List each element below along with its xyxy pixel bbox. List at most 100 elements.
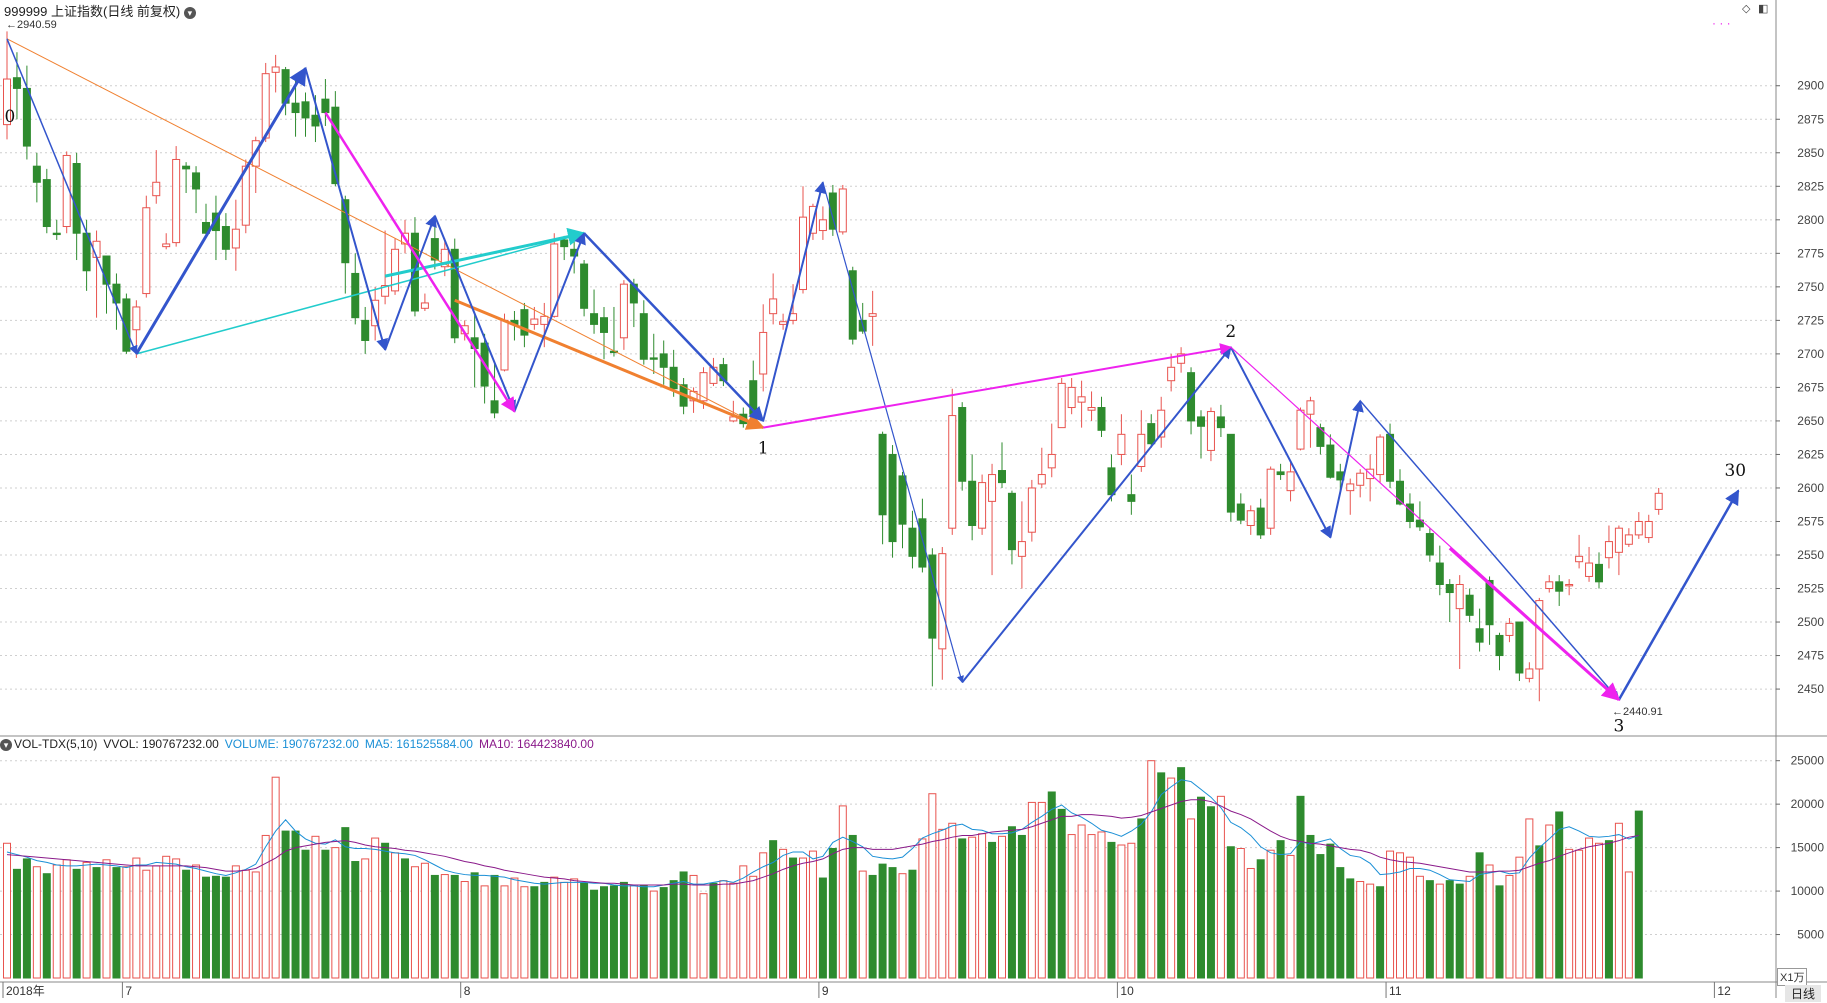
candle-body	[1445, 583, 1454, 594]
high-price-label: ←2940.59	[6, 19, 57, 31]
volume-bar	[351, 861, 360, 979]
candle-body	[122, 298, 131, 352]
volume-bar	[3, 842, 11, 979]
volume-bar	[928, 793, 937, 979]
volume-bar	[251, 871, 260, 979]
volume-bar	[1087, 834, 1096, 979]
volume-bar	[888, 867, 897, 979]
candle-body	[1585, 562, 1594, 577]
volume-bar	[609, 885, 618, 979]
wave-point-label: 2	[1225, 322, 1236, 342]
volume-bar	[1595, 842, 1603, 979]
price-tick-label: 2725	[1797, 313, 1824, 327]
volume-tick-label: 15000	[1791, 841, 1825, 855]
more-dots-icon[interactable]: · · ·	[1712, 16, 1731, 30]
candle-body	[988, 474, 997, 502]
volume-bar	[510, 877, 519, 979]
volume-bar	[1266, 849, 1275, 979]
candle-body	[1167, 366, 1176, 382]
wave-point-label: 3	[1613, 716, 1624, 736]
volume-tick-label: 25000	[1791, 754, 1825, 768]
volume-bar	[898, 873, 907, 979]
volume-bar	[759, 852, 768, 979]
candle-body	[1505, 622, 1514, 636]
volume-bar	[749, 875, 758, 979]
chevron-down-icon[interactable]: ▾	[183, 6, 196, 19]
candle-body	[1475, 628, 1484, 643]
candle-body	[1067, 386, 1076, 409]
candle-body	[530, 318, 539, 325]
candle-body	[1565, 583, 1574, 587]
candle-body	[12, 77, 21, 89]
candle-body	[1455, 583, 1464, 610]
price-tick-label: 2675	[1797, 380, 1824, 394]
price-tick-label: 2825	[1797, 179, 1824, 193]
candle-body	[1216, 416, 1225, 429]
volume-bar	[729, 882, 738, 979]
volume-bar	[1614, 822, 1623, 979]
price-tick-label: 2475	[1797, 649, 1824, 663]
volume-bar	[32, 866, 41, 979]
chart-title-text: 999999 上证指数(日线 前复权)	[4, 4, 181, 19]
panel-toggle-icon[interactable]: ◧	[1758, 3, 1769, 15]
wave-point-label: 1	[758, 439, 769, 459]
candle-body	[1644, 520, 1653, 539]
volume-bar	[818, 877, 827, 979]
candle-body	[112, 283, 121, 304]
price-tick-label: 2500	[1797, 615, 1824, 629]
candle-body	[1634, 520, 1643, 536]
volume-tick-label: 10000	[1791, 884, 1825, 898]
volume-bar	[1634, 810, 1643, 979]
wave-point-label: 0	[5, 107, 16, 127]
magenta-wave-segment	[1448, 547, 1621, 702]
candle-body	[998, 470, 1006, 484]
volume-bar	[938, 828, 947, 979]
candle-body	[1435, 562, 1444, 585]
chart-title: 999999 上证指数(日线 前复权) ▾	[4, 1, 196, 20]
candle-body	[1047, 453, 1056, 469]
volume-bar	[1565, 848, 1574, 979]
volume-bar	[978, 833, 987, 979]
volume-bar	[1007, 826, 1016, 979]
volume-bar	[1505, 874, 1514, 979]
candle-body	[759, 331, 768, 375]
candle-body	[1515, 621, 1524, 674]
volume-bar	[1027, 801, 1036, 979]
candle-body	[1157, 409, 1166, 438]
volume-bar	[1624, 871, 1633, 979]
volume-bar	[490, 874, 499, 979]
candle-body	[918, 518, 927, 568]
volume-bar	[520, 886, 529, 979]
candle-body	[1356, 472, 1365, 486]
volume-bar	[202, 876, 210, 979]
candle-body	[779, 321, 788, 325]
date-tick-label: 10	[1120, 984, 1134, 998]
volume-bar	[1047, 791, 1056, 979]
period-label[interactable]: 日线	[1785, 985, 1822, 1002]
candle-body	[560, 239, 569, 248]
volume-bar	[530, 886, 539, 979]
candle-body	[42, 179, 51, 228]
blue-wave-segment	[583, 232, 765, 423]
blue-wave-segment	[433, 215, 516, 413]
volume-bar	[1067, 834, 1076, 979]
volume-bar	[1206, 806, 1215, 979]
volume-bar	[1197, 796, 1205, 979]
volume-bar	[908, 869, 917, 979]
volume-bar	[192, 864, 201, 979]
volume-bar	[948, 822, 957, 979]
candle-body	[520, 309, 529, 336]
volume-bar	[998, 835, 1006, 979]
candle-body	[590, 313, 599, 325]
volume-bar	[769, 840, 778, 979]
candle-body	[1654, 492, 1663, 510]
diamond-icon[interactable]: ◇	[1742, 3, 1751, 15]
chevron-down-icon[interactable]: ▾	[0, 738, 12, 751]
volume-bar	[590, 889, 599, 979]
wave-lines	[6, 38, 1740, 702]
candle-body	[1107, 467, 1116, 496]
volume-bar	[420, 862, 429, 979]
candle-body	[231, 228, 240, 249]
